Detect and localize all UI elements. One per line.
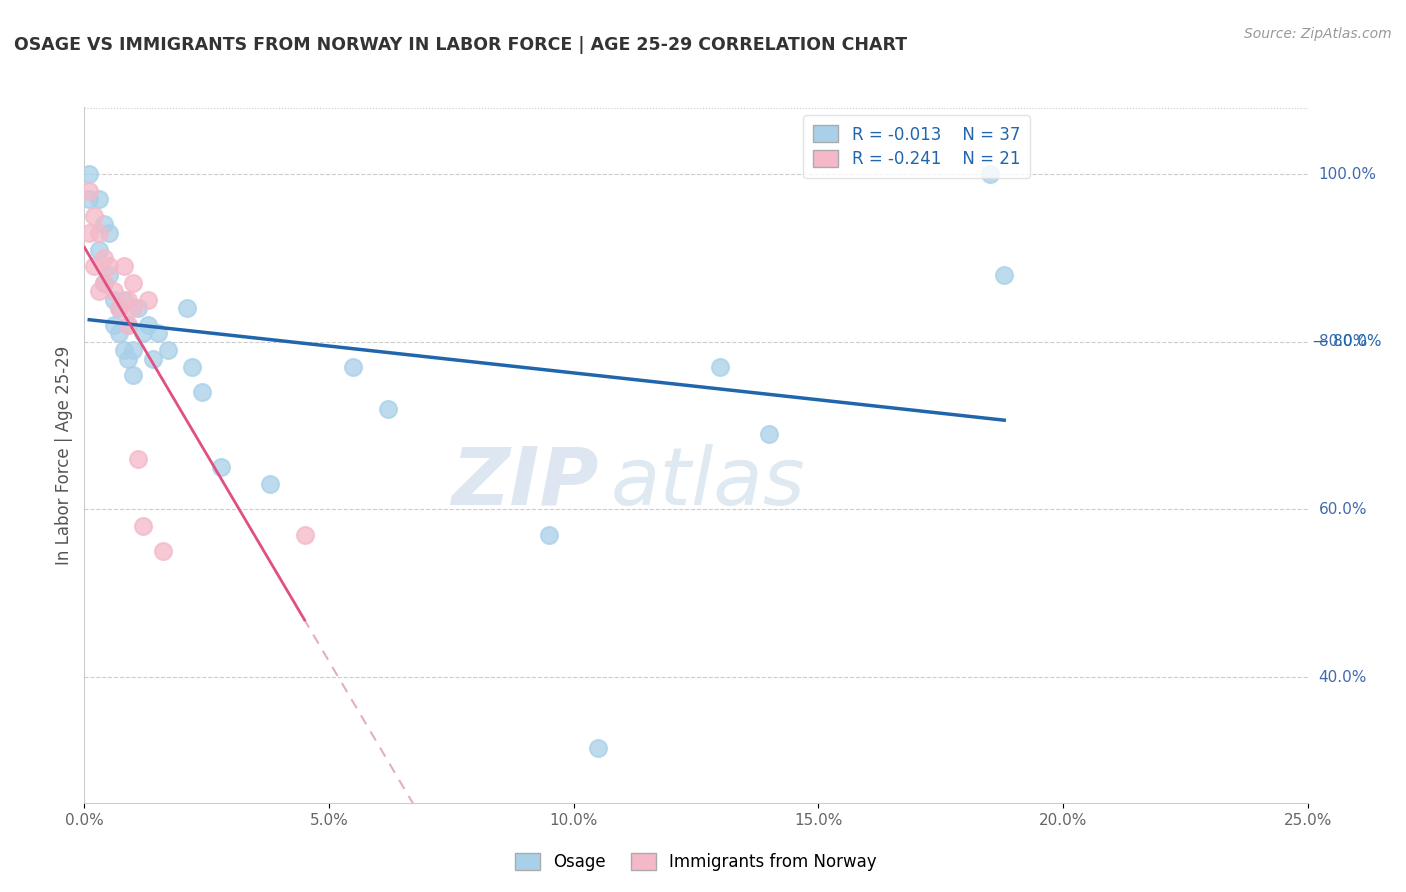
Point: [107, 326, 129, 341]
Point: [132, 519, 155, 533]
Point: [191, 385, 214, 400]
Point: [377, 401, 399, 416]
Text: 60.0%: 60.0%: [1319, 502, 1367, 516]
Point: [709, 359, 731, 374]
Point: [259, 477, 281, 491]
Point: [97, 268, 120, 282]
Point: [97, 226, 120, 240]
Point: [342, 359, 364, 374]
Point: [122, 301, 145, 316]
Point: [122, 276, 145, 290]
Text: atlas: atlas: [610, 443, 806, 522]
Point: [87, 192, 110, 206]
Point: [103, 293, 125, 307]
Point: [93, 218, 115, 232]
Y-axis label: In Labor Force | Age 25-29: In Labor Force | Age 25-29: [55, 345, 73, 565]
Text: 100.0%: 100.0%: [1319, 167, 1376, 182]
Point: [93, 276, 115, 290]
Point: [979, 167, 1001, 181]
Point: [127, 452, 149, 467]
Point: [209, 460, 232, 475]
Text: OSAGE VS IMMIGRANTS FROM NORWAY IN LABOR FORCE | AGE 25-29 CORRELATION CHART: OSAGE VS IMMIGRANTS FROM NORWAY IN LABOR…: [14, 36, 907, 54]
Point: [107, 301, 129, 316]
Point: [132, 326, 155, 341]
Point: [77, 184, 100, 198]
Text: Source: ZipAtlas.com: Source: ZipAtlas.com: [1244, 27, 1392, 41]
Point: [77, 167, 100, 181]
Point: [93, 276, 115, 290]
Point: [87, 226, 110, 240]
Point: [77, 226, 100, 240]
Point: [146, 326, 169, 341]
Point: [142, 351, 165, 366]
Point: [97, 260, 120, 274]
Point: [87, 285, 110, 299]
Point: [103, 285, 125, 299]
Point: [103, 318, 125, 332]
Point: [586, 741, 609, 756]
Point: [77, 192, 100, 206]
Point: [993, 268, 1015, 282]
Point: [93, 251, 115, 265]
Point: [112, 260, 135, 274]
Text: 80.0%: 80.0%: [1319, 334, 1367, 350]
Point: [112, 343, 135, 358]
Point: [83, 209, 105, 223]
Point: [117, 318, 139, 332]
Point: [758, 427, 780, 442]
Point: [294, 527, 316, 541]
Point: [122, 343, 145, 358]
Point: [176, 301, 198, 316]
Text: ZIP: ZIP: [451, 443, 598, 522]
Point: [538, 527, 561, 541]
Point: [117, 318, 139, 332]
Point: [122, 368, 145, 383]
Text: 40.0%: 40.0%: [1319, 670, 1367, 684]
Point: [107, 301, 129, 316]
Point: [136, 293, 159, 307]
Point: [152, 544, 174, 558]
Point: [87, 243, 110, 257]
Point: [83, 260, 105, 274]
Legend: Osage, Immigrants from Norway: Osage, Immigrants from Norway: [509, 847, 883, 878]
Point: [112, 293, 135, 307]
Point: [181, 359, 204, 374]
Point: [117, 351, 139, 366]
Point: [117, 293, 139, 307]
Point: [156, 343, 179, 358]
Point: [136, 318, 159, 332]
Text: — 80.0%: — 80.0%: [1313, 334, 1382, 350]
Point: [127, 301, 149, 316]
